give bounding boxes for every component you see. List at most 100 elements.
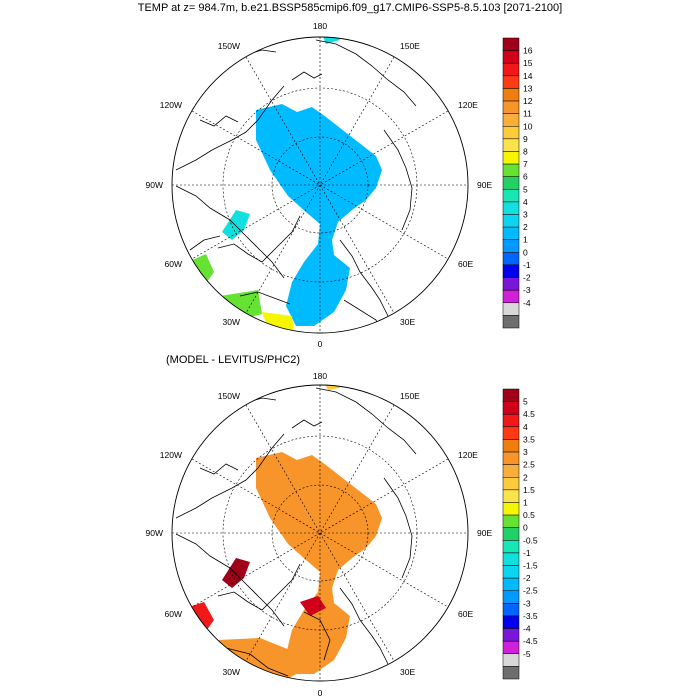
colorbar-label: 14: [523, 71, 533, 81]
colorbar-box: [502, 577, 520, 591]
colorbar-box: [502, 289, 520, 304]
colorbar-label: -3: [523, 598, 531, 608]
colorbar-box: [502, 413, 520, 428]
top-lon-30w: 30W: [223, 317, 240, 327]
top-arctic-ocean-field: [256, 104, 382, 326]
colorbar-label: -4: [523, 298, 531, 308]
top-lon-60w: 60W: [165, 259, 182, 269]
colorbar-label: 5: [523, 184, 528, 194]
colorbar-label: 11: [523, 109, 532, 119]
bottom-panel-subtitle: (MODEL - LEVITUS/PHC2): [166, 354, 301, 366]
colorbar-box: [502, 277, 520, 291]
colorbar-box: [502, 239, 520, 253]
colorbar-label: 4: [523, 422, 528, 432]
colorbar-box: [502, 514, 520, 528]
colorbar-label: -0.5: [523, 535, 538, 545]
colorbar-box: [502, 252, 520, 266]
top-baffin-patch: [222, 210, 250, 240]
bottom-colorbar: 5 4.5 4 3.5 3 2.5 2 1.5 1 0.5 0 -0.5 -1 -1.5 -2 -2.5 -3 -…: [502, 388, 538, 680]
bottom-lon-30e: 30E: [400, 667, 415, 677]
colorbar-label: -2: [523, 273, 531, 283]
colorbar-box: [502, 451, 520, 465]
bottom-labrador-patch: [186, 602, 214, 634]
colorbar-label: 2.5: [523, 460, 535, 470]
top-lon-180: 180: [313, 21, 327, 31]
colorbar-box: [502, 590, 520, 604]
colorbar-label: -3.5: [523, 611, 538, 621]
bottom-map-border: [171, 384, 469, 682]
bottom-arctic-ocean-field: [256, 452, 382, 674]
colorbar-box: [502, 75, 520, 89]
figure-title: TEMP at z= 984.7m, b.e21.BSSP585cmip6.f0…: [137, 2, 563, 14]
colorbar-label: -5: [523, 649, 531, 659]
bottom-lon-150w: 150W: [218, 391, 240, 401]
colorbar-label: 9: [523, 134, 528, 144]
colorbar-box: [502, 439, 520, 453]
colorbar-label: 4.5: [523, 409, 535, 419]
bottom-lon-120w: 120W: [160, 450, 182, 460]
top-lon-150e: 150E: [400, 41, 420, 51]
colorbar-label: 13: [523, 83, 533, 93]
top-lon-90e: 90E: [477, 180, 492, 190]
colorbar-label: 6: [523, 172, 528, 182]
colorbar-box: [502, 62, 520, 77]
colorbar-box: [502, 113, 520, 127]
colorbar-box: [502, 489, 520, 503]
top-map-border: [171, 36, 469, 334]
colorbar-label: -4.5: [523, 636, 538, 646]
colorbar-box: [502, 214, 520, 228]
colorbar-label: -4: [523, 624, 531, 634]
colorbar-label: 0: [523, 247, 528, 257]
bottom-lon-150e: 150E: [400, 391, 420, 401]
top-lon-120w: 120W: [160, 100, 182, 110]
colorbar-box: [502, 388, 520, 402]
top-lon-90w: 90W: [146, 180, 163, 190]
top-lon-60e: 60E: [458, 259, 473, 269]
bottom-lon-60w: 60W: [165, 609, 182, 619]
colorbar-box: [502, 615, 520, 629]
colorbar-box: [502, 226, 520, 240]
colorbar-box: [502, 302, 520, 316]
colorbar-box: [502, 603, 520, 617]
colorbar-label: 12: [523, 96, 533, 106]
colorbar-box: [502, 201, 520, 215]
top-pacific-patch: [322, 37, 340, 44]
colorbar-box: [502, 477, 520, 491]
colorbar-box: [502, 50, 520, 64]
colorbar-box: [502, 189, 520, 203]
colorbar-label: -1: [523, 260, 531, 270]
colorbar-box: [502, 502, 520, 516]
bottom-pacific-patch: [324, 385, 340, 390]
bottom-lon-180: 180: [313, 371, 327, 381]
top-lon-0: 0: [318, 339, 323, 349]
bottom-atlantic-red-spot: [300, 596, 326, 616]
colorbar-label: 0: [523, 523, 528, 533]
top-lon-150w: 150W: [218, 41, 240, 51]
colorbar-box: [502, 401, 520, 415]
colorbar-box: [502, 527, 520, 541]
colorbar-box: [502, 176, 520, 190]
colorbar-box: [502, 88, 520, 102]
colorbar-label: 1: [523, 497, 528, 507]
top-coastlines: [175, 39, 417, 331]
top-map: 180 0 90W 90E 150W 150E 120W 120E 60W 60…: [146, 21, 533, 349]
colorbar-box: [502, 264, 520, 278]
colorbar-label: -3: [523, 285, 531, 295]
colorbar-box: [502, 163, 520, 177]
bottom-lon-0: 0: [318, 688, 323, 698]
colorbar-label: -1.5: [523, 561, 538, 571]
bottom-lon-30w: 30W: [223, 667, 240, 677]
colorbar-box: [502, 100, 520, 114]
colorbar-box: [502, 138, 520, 152]
colorbar-box: [502, 126, 520, 140]
colorbar-label: 1.5: [523, 485, 535, 495]
colorbar-label: -1: [523, 548, 531, 558]
colorbar-box: [502, 653, 520, 667]
colorbar-box: [502, 628, 520, 642]
colorbar-label: 15: [523, 58, 533, 68]
colorbar-label: 2: [523, 472, 528, 482]
bottom-lon-90e: 90E: [477, 528, 492, 538]
colorbar-label: -2: [523, 573, 531, 583]
